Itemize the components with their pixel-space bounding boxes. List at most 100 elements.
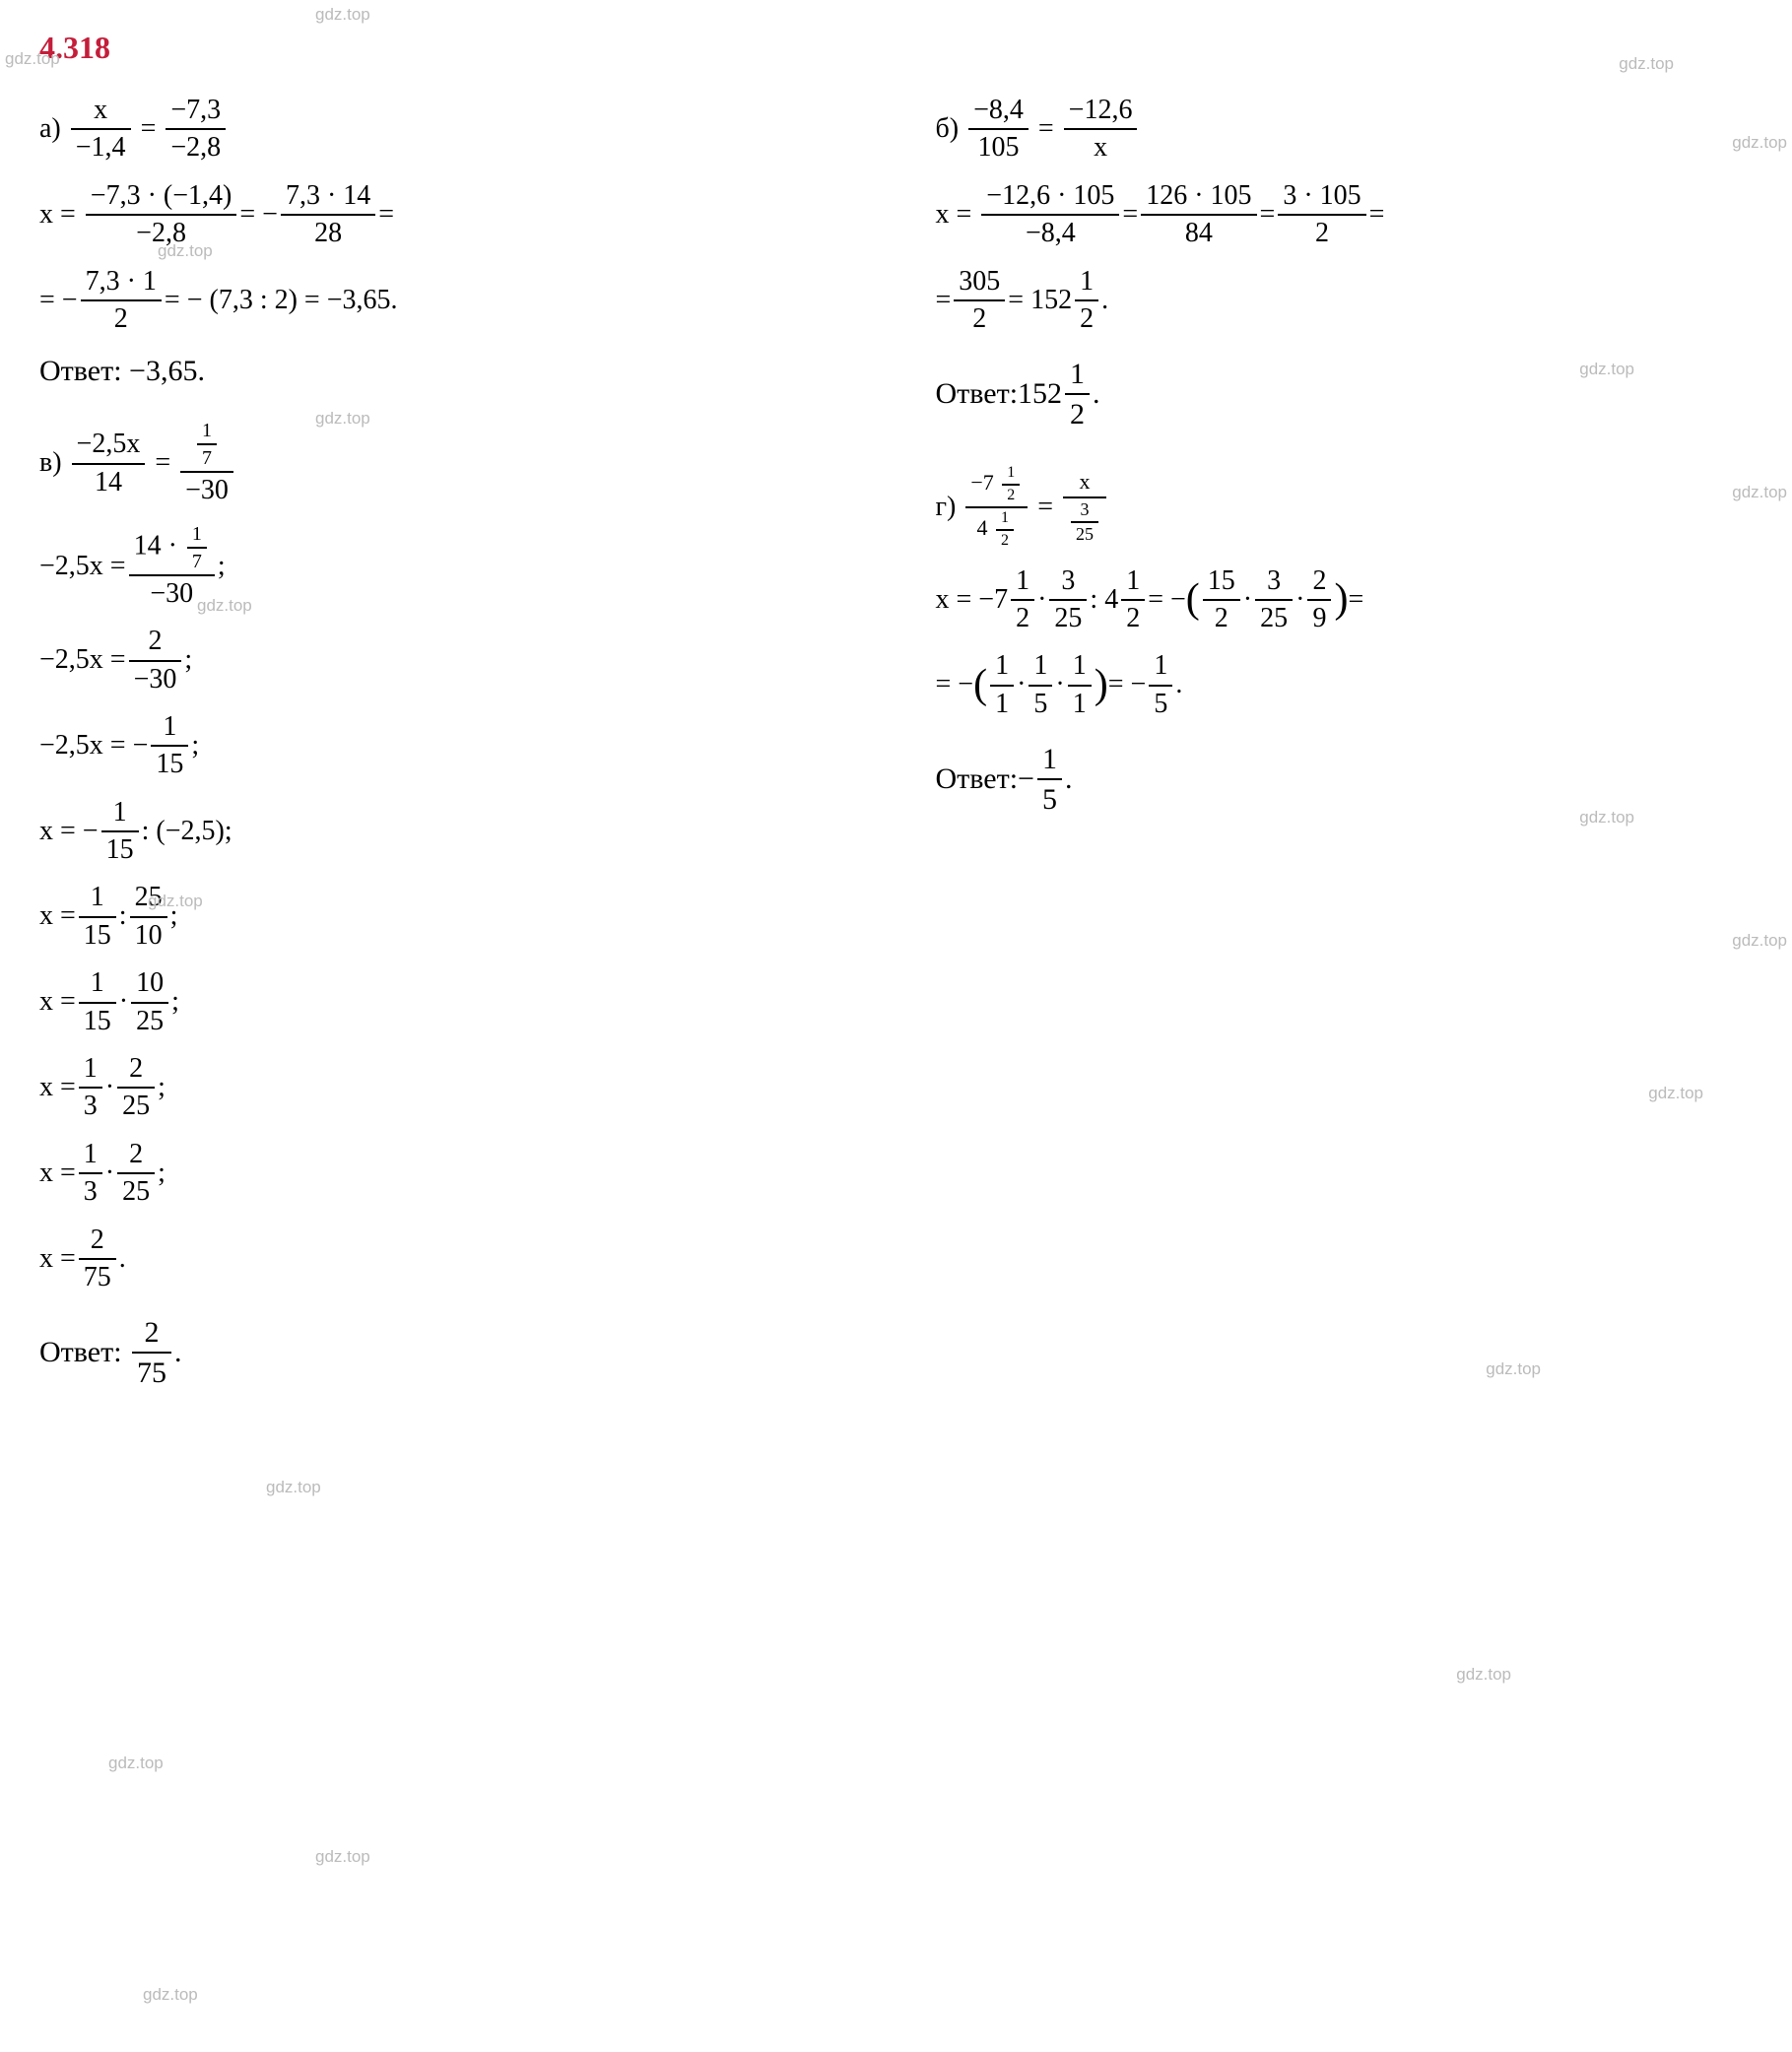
numerator: 1 [1068,648,1092,686]
text: x = − [39,810,99,854]
numerator: 2 [1307,563,1331,601]
frac: −7,3 −2,8 [166,93,226,166]
denominator: 2 [1011,601,1034,636]
text: x = [39,980,76,1025]
part-a-line3: = − 7,3 · 1 2 = − (7,3 : 2) = −3,65. [39,264,857,338]
watermark: gdz.top [1579,360,1634,379]
watermark: gdz.top [143,1985,198,2005]
numerator: 2 [79,1223,116,1260]
text: · [1295,578,1304,623]
paren-open: ( [973,669,987,702]
part-c-line3: −2,5x = 2 −30 ; [39,624,857,697]
watermark: gdz.top [1732,483,1787,502]
numerator: 1 [996,508,1014,531]
denominator: 25 [117,1174,155,1210]
watermark: gdz.top [266,1478,321,1497]
frac: 3 25 [1049,563,1087,637]
text: : 4 [1090,578,1118,623]
numerator: 1 [197,418,217,445]
denominator: 15 [101,832,139,868]
watermark: gdz.top [148,892,203,911]
text: = [1369,193,1385,237]
frac: 2 75 [132,1313,171,1392]
part-a-answer: Ответ: −3,65. [39,355,857,388]
numerator: 14 · 1 7 [129,521,215,576]
frac: 1 1 [1068,648,1092,722]
part-d-eq1: г) −7 1 2 4 1 2 = [936,463,1754,551]
text: = − [239,193,278,237]
frac: 305 2 [954,264,1005,338]
numerator: 1 7 [180,418,233,473]
text: = [1260,193,1276,237]
text: ; [171,980,179,1025]
frac: 15 2 [1203,563,1240,637]
denominator: 1 [990,687,1014,722]
nested-frac: 1 2 [1002,463,1020,506]
frac: −7 1 2 4 1 2 [965,463,1028,551]
numerator: 3 [1255,563,1293,601]
text: = [378,193,394,237]
text: = − [1148,578,1186,623]
denominator: 75 [79,1260,116,1295]
frac: −8,4 105 [968,93,1029,166]
frac: 1 3 [79,1051,102,1125]
numerator: 2 [117,1137,155,1174]
part-c-line10: x = 2 75 . [39,1223,857,1296]
text: ; [184,638,192,683]
denominator: 7 [187,549,207,574]
text: ; [191,724,199,768]
frac: 7,3 · 14 28 [281,178,375,252]
numerator: −7 1 2 [965,463,1028,508]
watermark: gdz.top [1486,1359,1541,1379]
numerator: −7,3 [166,93,226,130]
part-c-line4: −2,5x = − 1 15 ; [39,709,857,783]
numerator: 2 [117,1051,155,1089]
numerator: 1 [1002,463,1020,486]
frac: 1 5 [1037,740,1062,819]
frac: 3 · 105 2 [1278,178,1365,252]
denominator: 2 [954,301,1005,337]
frac: 2 25 [117,1137,155,1211]
part-d-line3: = − ( 1 1 · 1 5 · 1 1 ) = − 1 5 . [936,648,1754,722]
text: −2,5x = [39,638,126,683]
watermark: gdz.top [1732,133,1787,153]
numerator: 126 · 105 [1141,178,1256,216]
denominator: 2 [1203,601,1240,636]
numerator: −12,6 [1064,93,1138,130]
numerator: x [71,93,131,130]
nested-frac: 1 2 [996,508,1014,552]
frac: 2 75 [79,1223,116,1296]
frac: 1 15 [79,880,116,954]
denominator: 5 [1149,687,1172,722]
denominator: 2 [1278,216,1365,251]
frac: 3 25 [1255,563,1293,637]
numerator: −7,3 · (−1,4) [86,178,237,216]
text: . [174,1329,182,1376]
denominator: 75 [132,1354,171,1392]
numerator: 1 [1065,355,1090,395]
text: = − [39,279,78,323]
numerator: 1 [79,1051,102,1089]
text: −7 [970,470,993,495]
text: = [1122,193,1138,237]
denominator: x [1064,130,1138,165]
denominator: 3 [79,1089,102,1124]
frac: 2 −30 [129,624,182,697]
denominator: 15 [151,747,188,782]
paren-close: ) [1095,669,1108,702]
denominator: −2,8 [166,130,226,165]
denominator: −30 [180,473,233,508]
text: · [119,980,128,1025]
denominator: 105 [968,130,1029,165]
part-b-line3: = 305 2 = 152 1 2 . [936,264,1754,338]
denominator: 25 [1071,523,1098,546]
answer-whole: 152 [1018,370,1062,418]
watermark: gdz.top [315,1847,370,1867]
text: = [1348,578,1363,623]
denominator: 7 [197,445,217,471]
part-c-line2: −2,5x = 14 · 1 7 −30 ; [39,521,857,612]
part-c-line7: x = 1 15 · 10 25 ; [39,965,857,1039]
part-c-line8: x = 1 3 · 2 25 ; [39,1051,857,1125]
denominator: 84 [1141,216,1256,251]
denominator: 2 [1002,486,1020,506]
